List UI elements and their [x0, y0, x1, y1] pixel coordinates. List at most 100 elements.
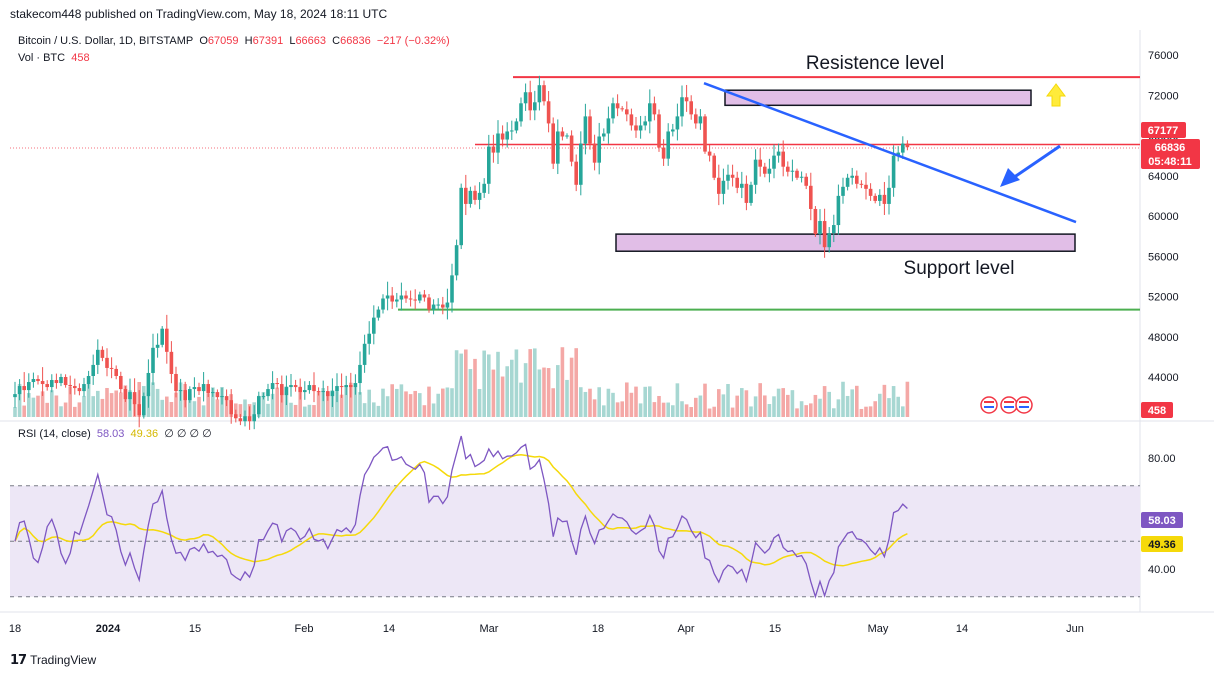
volume-bar: [583, 391, 588, 417]
volume-bar: [31, 397, 36, 417]
candle-body: [13, 394, 17, 398]
volume-bar: [280, 389, 284, 417]
candle-body: [864, 184, 868, 189]
economic-event-icon: [1015, 396, 1033, 414]
open-value: 67059: [207, 35, 239, 47]
candle-body: [574, 161, 578, 185]
volume-bar: [813, 394, 818, 417]
volume-bar: [91, 396, 95, 417]
candle-body: [565, 135, 569, 137]
candle-body: [413, 299, 417, 301]
candle-body: [836, 195, 841, 226]
last-price-text: 66836: [1155, 142, 1186, 154]
candle-body: [119, 375, 123, 390]
volume-bar: [790, 390, 795, 417]
candle-body: [569, 135, 574, 162]
candle-body: [82, 384, 86, 392]
last-price-badge: [1141, 139, 1200, 169]
volume-bar: [464, 349, 468, 417]
candle-body: [436, 304, 440, 306]
rsi-label[interactable]: RSI (14, close): [18, 428, 91, 440]
candle-body: [606, 118, 611, 134]
time-tick-label: 2024: [96, 623, 121, 635]
candle-body: [418, 294, 422, 301]
volume-bar: [266, 403, 270, 417]
volume-bar: [293, 404, 298, 417]
support-zone-rect: [615, 233, 1076, 252]
symbol-name[interactable]: Bitcoin / U.S. Dollar, 1D, BITSTAMP: [18, 35, 194, 47]
volume-bar: [114, 390, 118, 417]
rsi-ma-badge-text: 49.36: [1148, 539, 1176, 551]
candle-body: [597, 136, 601, 163]
volume-bar: [165, 396, 169, 417]
candle-body: [827, 233, 831, 248]
candle-body: [454, 245, 459, 276]
time-tick-label: Jun: [1066, 623, 1084, 635]
candle-body: [822, 221, 827, 248]
volume-bar: [795, 408, 799, 417]
candle-body: [500, 133, 505, 140]
volume-bar: [703, 383, 707, 417]
volume-bar: [878, 393, 882, 417]
candle-body: [850, 175, 854, 178]
publisher-line: stakecom448 published on TradingView.com…: [10, 7, 388, 21]
candle-body: [551, 123, 555, 164]
volume-bar: [510, 359, 514, 417]
candle-body: [201, 384, 206, 392]
up-arrow-icon: [1046, 83, 1066, 107]
candle-body: [445, 302, 450, 308]
volume-bar: [427, 386, 431, 417]
candle-body: [758, 159, 762, 167]
volume-bar: [629, 392, 634, 417]
volume-bar: [694, 397, 698, 417]
candle-body: [786, 166, 790, 172]
volume-bar: [238, 404, 243, 417]
volume-bar: [735, 395, 739, 417]
candle-body: [178, 390, 183, 392]
volume-bar: [772, 396, 776, 417]
volume-bar: [712, 406, 716, 417]
flag-stripe-icon: [984, 406, 994, 408]
candle-body: [648, 103, 652, 122]
candle-body: [395, 299, 399, 302]
candle-body: [169, 351, 174, 374]
candle-body: [100, 349, 105, 358]
candle-body: [155, 344, 160, 348]
rsi-legend: RSI (14, close) 58.03 49.36 ∅ ∅ ∅ ∅: [18, 427, 212, 440]
volume-bar: [335, 391, 339, 417]
candle-body: [689, 101, 693, 115]
volume-bar: [661, 402, 666, 417]
candle-body: [358, 364, 362, 384]
candle-body: [275, 383, 279, 385]
candle-body: [855, 175, 859, 184]
volume-bar: [408, 394, 413, 417]
volume-label[interactable]: Vol · BTC: [18, 52, 66, 64]
tradingview-brand[interactable]: 𝟭𝟳 TradingView: [10, 652, 96, 668]
candle-body: [142, 396, 146, 416]
volume-bar: [358, 392, 362, 417]
candle-body: [740, 183, 744, 188]
candle-body: [160, 328, 164, 345]
candle-body: [206, 384, 210, 394]
descending-trendline: [703, 81, 1077, 224]
countdown-text: 05:48:11: [1148, 156, 1191, 168]
candle-body: [726, 174, 730, 181]
volume-bar: [859, 408, 864, 417]
candle-body: [381, 298, 385, 310]
rsi-badge-text: 58.03: [1148, 515, 1176, 527]
volume-bar: [776, 388, 781, 417]
flag-stripe-icon: [1004, 406, 1014, 408]
volume-bar: [767, 404, 772, 417]
candle-body: [431, 304, 436, 310]
candle-body: [54, 380, 59, 384]
candle-body: [629, 114, 634, 126]
candle-body: [468, 190, 473, 204]
candle-body: [703, 116, 707, 152]
volume-bar: [96, 390, 100, 417]
candle-body: [625, 109, 629, 115]
candle-body: [252, 414, 256, 422]
candle-body: [174, 373, 178, 392]
breakout-arrow-head: [1000, 168, 1020, 187]
time-tick-label: 18: [592, 623, 604, 635]
